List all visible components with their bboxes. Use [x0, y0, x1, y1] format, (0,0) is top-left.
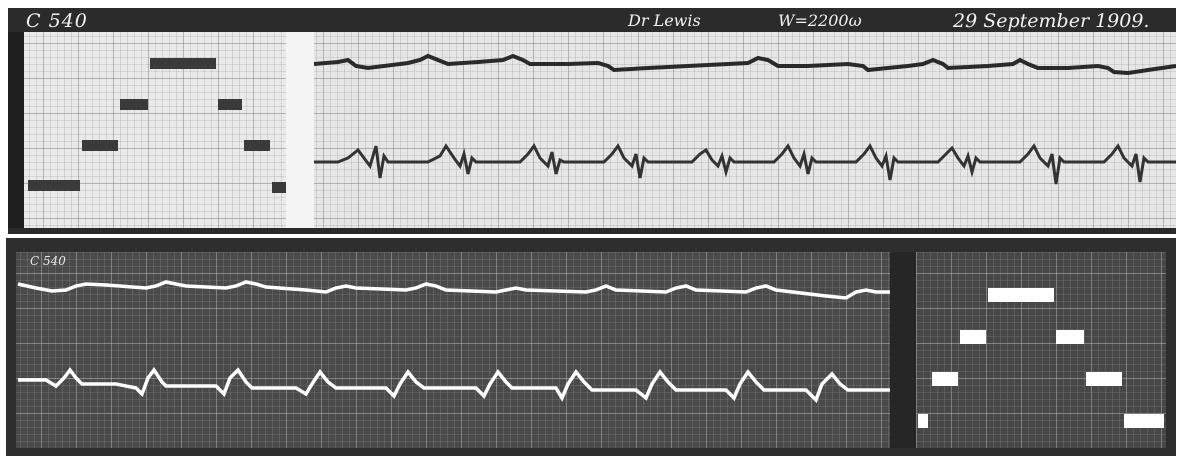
bottom-upper-trace	[17, 280, 890, 300]
top-plate-id: C 540	[26, 10, 88, 32]
top-plate-observer: Dr Lewis	[628, 11, 701, 30]
bottom-plate-id: C 540	[30, 254, 66, 268]
top-plate-resistance: W=2200ω	[778, 11, 862, 30]
bottom-plate: C 540	[6, 238, 1176, 456]
bottom-ecg-trace	[18, 366, 890, 404]
top-plate-graphic	[8, 8, 1176, 234]
top-upper-trace	[313, 53, 1176, 76]
top-plate-date: 29 September 1909.	[953, 10, 1150, 32]
bottom-calibration-steps	[918, 288, 1164, 428]
bottom-plate-graphic	[6, 238, 1176, 456]
top-calibration-steps	[28, 58, 286, 193]
top-ecg-trace	[314, 143, 1176, 185]
top-plate: C 540 Dr Lewis W=2200ω 29 September 1909…	[8, 8, 1176, 234]
